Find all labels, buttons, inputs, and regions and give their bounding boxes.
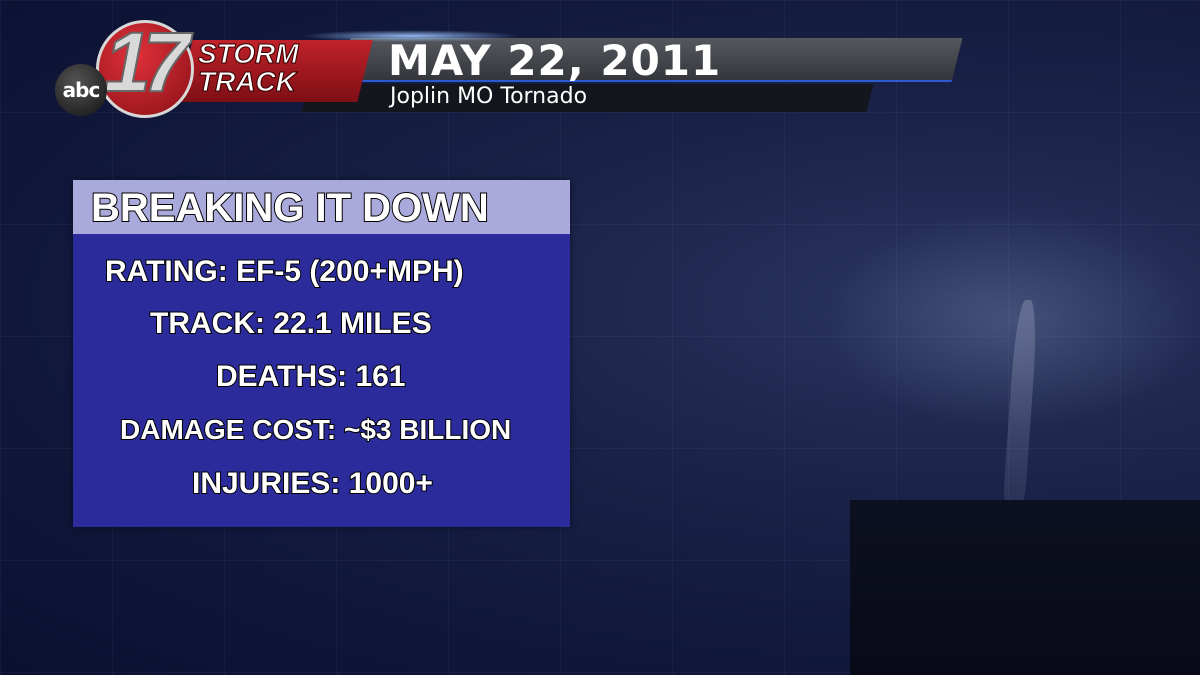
subtitle-bar <box>301 84 874 112</box>
damage-line: DAMAGE COST: ~$3 BILLION <box>119 413 512 446</box>
track-line: TRACK: 22.1 MILES <box>149 306 433 341</box>
logo-circle <box>96 20 194 118</box>
info-panel: BREAKING IT DOWN RATING: EF-5 (200+MPH) … <box>73 180 570 527</box>
brand-line-2: TRACK <box>198 66 297 97</box>
abc-logo: abc <box>55 64 107 116</box>
page-subtitle: Joplin MO Tornado <box>390 84 588 109</box>
panel-header: BREAKING IT DOWN <box>73 180 570 234</box>
page-title: MAY 22, 2011 <box>388 36 722 85</box>
ground <box>850 500 1200 675</box>
injuries-line: INJURIES: 1000+ <box>191 466 434 501</box>
deaths-line: DEATHS: 161 <box>215 359 406 394</box>
light-flare <box>300 30 520 42</box>
panel-heading: BREAKING IT DOWN <box>90 185 490 231</box>
storm-cloud <box>820 210 1200 430</box>
rating-line: RATING: EF-5 (200+MPH) <box>104 254 465 289</box>
brand-text: STORM TRACK <box>198 38 300 97</box>
brand-line-1: STORM <box>198 38 300 69</box>
channel-number: 17 <box>103 14 190 110</box>
